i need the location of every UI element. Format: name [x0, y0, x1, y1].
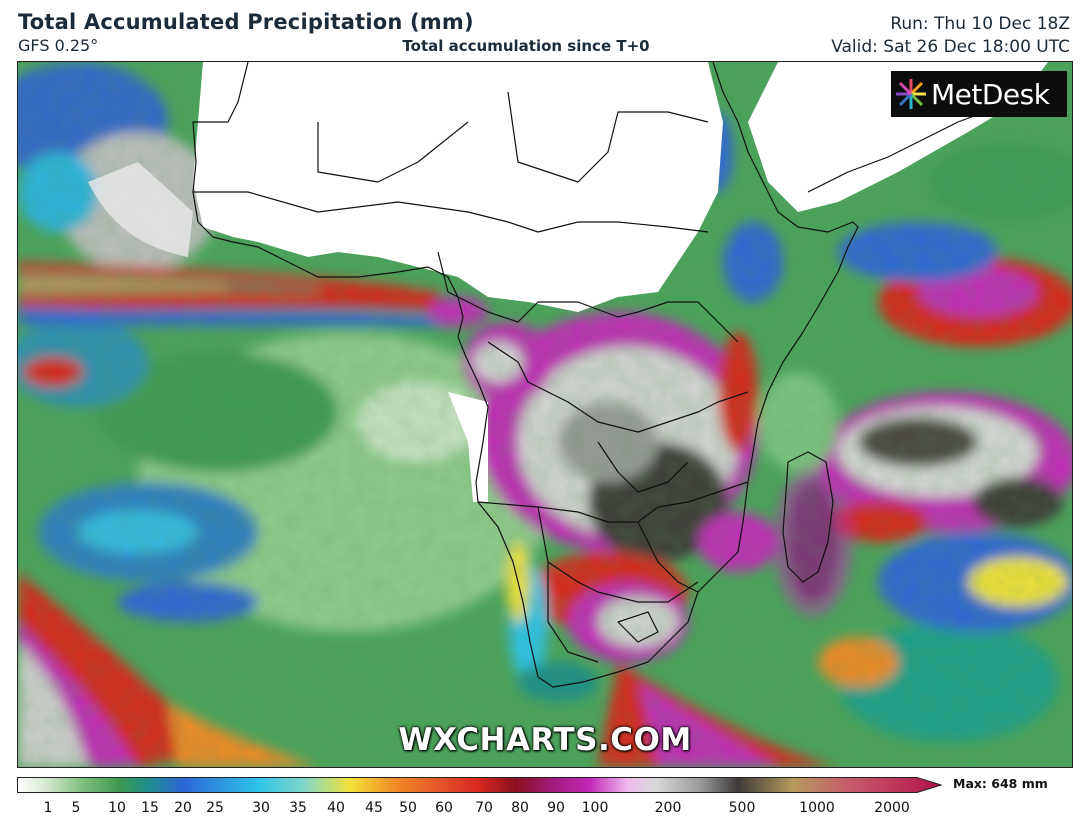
colorbar-tick-label: 2000: [874, 800, 910, 816]
dry-land: [88, 62, 1048, 502]
chart-subtitle: Total accumulation since T+0: [0, 37, 1084, 55]
subtitle-text: Total accumulation since T+0: [402, 37, 650, 55]
colorbar-tick-label: 500: [728, 800, 756, 816]
colorbar-tick-label: 1: [43, 800, 53, 816]
chart-title: Total Accumulated Precipitation (mm): [18, 10, 474, 34]
run-time: Run: Thu 10 Dec 18Z: [890, 14, 1070, 34]
colorbar-tick-label: 1000: [799, 800, 835, 816]
max-label: Max: 648 mm: [953, 776, 1048, 791]
metdesk-logo: MetDesk: [891, 71, 1067, 117]
map-graphic: MetDesk: [18, 62, 1072, 767]
coastlines: [192, 62, 1059, 688]
colorbar-tick-label: 50: [399, 800, 417, 816]
colorbar-tick-label: 90: [547, 800, 565, 816]
metdesk-logo-mark: [896, 79, 926, 109]
colorbar-tick-label: 15: [141, 800, 159, 816]
colorbar-tick-label: 60: [435, 800, 453, 816]
watermark: WXCHARTS.COM: [398, 722, 692, 758]
colorbar-tick-label: 5: [71, 800, 81, 816]
colorbar-tick-label: 45: [365, 800, 383, 816]
colorbar-ticks: 1 5 10 15 20 25 30 35 40 45 50 60 70 80 90 100 200 500 100…: [17, 800, 942, 818]
metdesk-logo-text: MetDesk: [931, 78, 1051, 111]
colorbar-tick-label: 40: [327, 800, 345, 816]
colorbar-tick-label: 35: [289, 800, 307, 816]
colorbar-tick-label: 100: [581, 800, 609, 816]
model-label: GFS 0.25°: [18, 36, 99, 55]
precipitation-map: MetDesk WXCHARTS.COM: [17, 61, 1073, 768]
colorbar-tick-label: 200: [654, 800, 682, 816]
colorbar-tick-label: 80: [511, 800, 529, 816]
colorbar-tick-label: 25: [206, 800, 224, 816]
valid-time: Valid: Sat 26 Dec 18:00 UTC: [831, 37, 1070, 57]
colorbar: [17, 777, 942, 793]
colorbar-tick-label: 10: [108, 800, 126, 816]
colorbar-tick-label: 70: [475, 800, 493, 816]
colorbar-tick-label: 30: [252, 800, 270, 816]
colorbar-tick-label: 20: [174, 800, 192, 816]
colorbar-graphic: [17, 777, 942, 793]
